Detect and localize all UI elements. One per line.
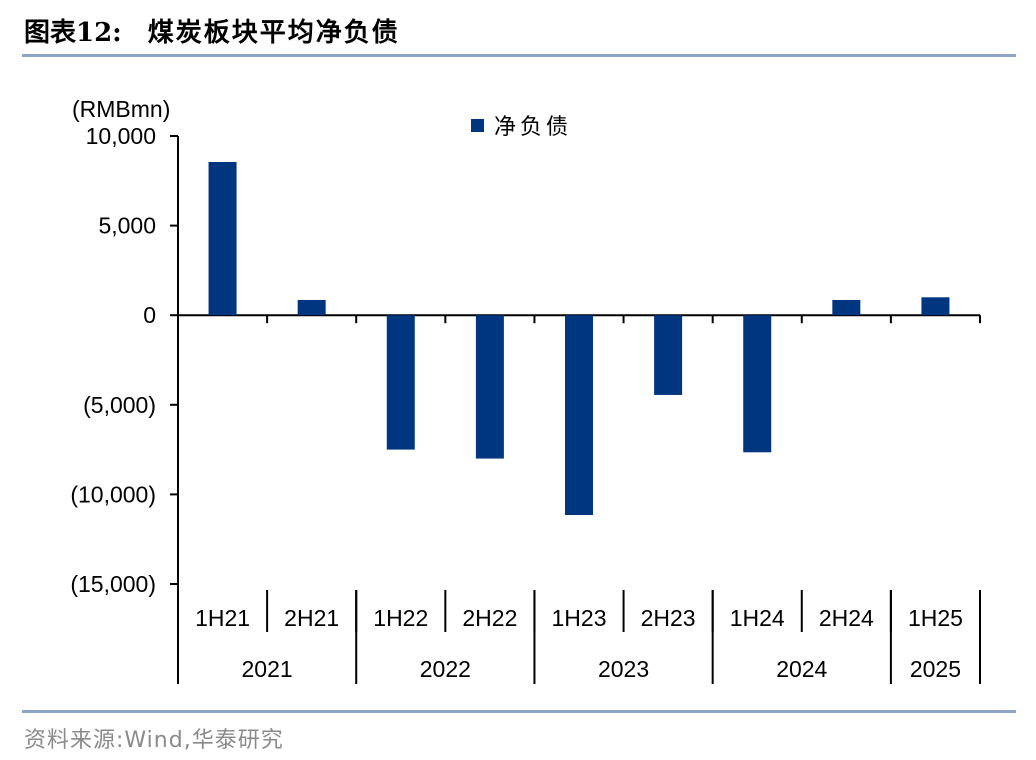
source-note: 资料来源:Wind,华泰研究 bbox=[24, 728, 284, 753]
x-year-label: 2022 bbox=[420, 656, 471, 682]
x-category-label: 1H25 bbox=[908, 605, 963, 631]
y-tick-label: (5,000) bbox=[83, 392, 156, 418]
bar-1H25 bbox=[921, 297, 950, 316]
footer-rule bbox=[22, 710, 1016, 713]
bar-chart: 10,000 5,000 0 (5,000) (10,000) (15,000) 1H21… bbox=[70, 96, 981, 684]
header-rule bbox=[22, 54, 1016, 57]
figure-header: 图表12: 煤炭板块平均净负债 bbox=[24, 10, 400, 50]
bar-2H24 bbox=[832, 299, 861, 316]
x-year-label: 2021 bbox=[242, 656, 293, 682]
x-category-label: 2H21 bbox=[284, 605, 339, 631]
y-tick-label: 10,000 bbox=[86, 123, 156, 149]
bar-1H21 bbox=[208, 161, 237, 316]
chart-title: 煤炭板块平均净负债 bbox=[147, 17, 400, 48]
legend-swatch bbox=[471, 119, 484, 132]
x-category-label: 1H21 bbox=[195, 605, 250, 631]
x-category-label: 2H23 bbox=[641, 605, 696, 631]
y-tick-label: 0 bbox=[143, 302, 156, 328]
x-year-label: 2025 bbox=[910, 656, 961, 682]
bar-2H22 bbox=[475, 315, 504, 459]
x-category-labels: 1H21 2H21 1H22 2H22 1H23 2H23 1H24 2H24 1H25 2021… bbox=[195, 605, 963, 682]
x-category-label: 2H22 bbox=[462, 605, 517, 631]
y-tick-labels: 10,000 5,000 0 (5,000) (10,000) (15,000) bbox=[70, 123, 156, 597]
bar-1H24 bbox=[743, 315, 772, 453]
y-tick-label: (15,000) bbox=[70, 571, 156, 597]
bars bbox=[208, 161, 950, 516]
y-tick-label: (10,000) bbox=[70, 481, 156, 507]
x-year-label: 2023 bbox=[598, 656, 649, 682]
x-category-label: 1H24 bbox=[730, 605, 785, 631]
x-category-label: 1H23 bbox=[552, 605, 607, 631]
bar-2H23 bbox=[654, 315, 683, 395]
x-year-label: 2024 bbox=[776, 656, 827, 682]
bar-1H23 bbox=[565, 315, 593, 516]
bar-1H22 bbox=[386, 315, 415, 450]
bar-2H21 bbox=[297, 299, 326, 316]
legend-label: 净负债 bbox=[494, 115, 572, 140]
y-tick-label: 5,000 bbox=[98, 213, 156, 239]
x-category-label: 2H24 bbox=[819, 605, 874, 631]
legend: 净负债 bbox=[471, 115, 572, 140]
figure-label: 图表12: bbox=[24, 17, 122, 48]
x-category-label: 1H22 bbox=[373, 605, 428, 631]
y-unit-label: (RMBmn) bbox=[72, 96, 170, 122]
